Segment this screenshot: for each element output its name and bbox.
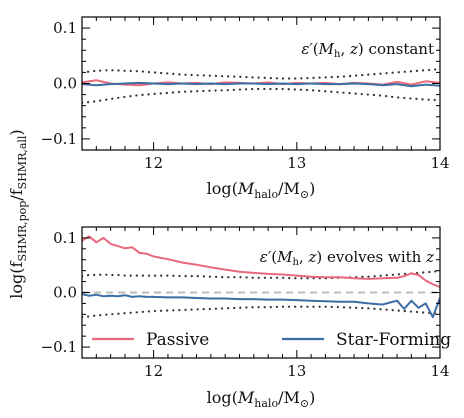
legend-label: Passive <box>146 330 209 350</box>
y-tick-label: −0.1 <box>41 338 77 356</box>
panel-annotation: ε′(Mh, z) constant <box>301 40 434 60</box>
y-tick-label: 0.0 <box>53 75 77 93</box>
y-tick-label: 0.1 <box>53 19 77 37</box>
star-forming-series-line <box>82 293 440 319</box>
upper-envelope-line <box>82 269 440 280</box>
y-tick-label: 0.0 <box>53 284 77 302</box>
x-tick-label: 14 <box>430 154 449 172</box>
lower-envelope-line <box>82 87 440 105</box>
upper-envelope-line <box>82 67 440 80</box>
x-axis-label: log(Mhalo/M⊙) <box>207 179 316 201</box>
legend-label: Star-Forming <box>336 330 451 350</box>
x-tick-label: 14 <box>430 362 449 380</box>
star-forming-series-line <box>82 81 440 88</box>
y-tick-label: 0.1 <box>53 229 77 247</box>
shared-y-axis-label: log(fSHMR,pop/fSHMR,all) <box>7 129 29 298</box>
x-tick-label: 12 <box>144 154 163 172</box>
bottom-panel: 12 13 14 0.1 0.0 −0.1 ε′(Mh, z) evolves with z… <box>41 226 451 410</box>
x-tick-label: 13 <box>287 154 306 172</box>
passive-series-line <box>82 235 440 288</box>
y-tick-label: −0.1 <box>41 130 77 148</box>
top-panel: 12 13 14 0.1 0.0 −0.1 ε′(Mh, z) constant log(Mh… <box>41 16 450 201</box>
legend: Passive Star-Forming <box>92 330 451 350</box>
x-tick-label: 12 <box>144 362 163 380</box>
x-axis-label: log(Mhalo/M⊙) <box>207 388 316 410</box>
panel-annotation: ε′(Mh, z) evolves with z <box>260 248 434 268</box>
lower-envelope-line <box>82 305 440 319</box>
x-tick-label: 13 <box>287 362 306 380</box>
